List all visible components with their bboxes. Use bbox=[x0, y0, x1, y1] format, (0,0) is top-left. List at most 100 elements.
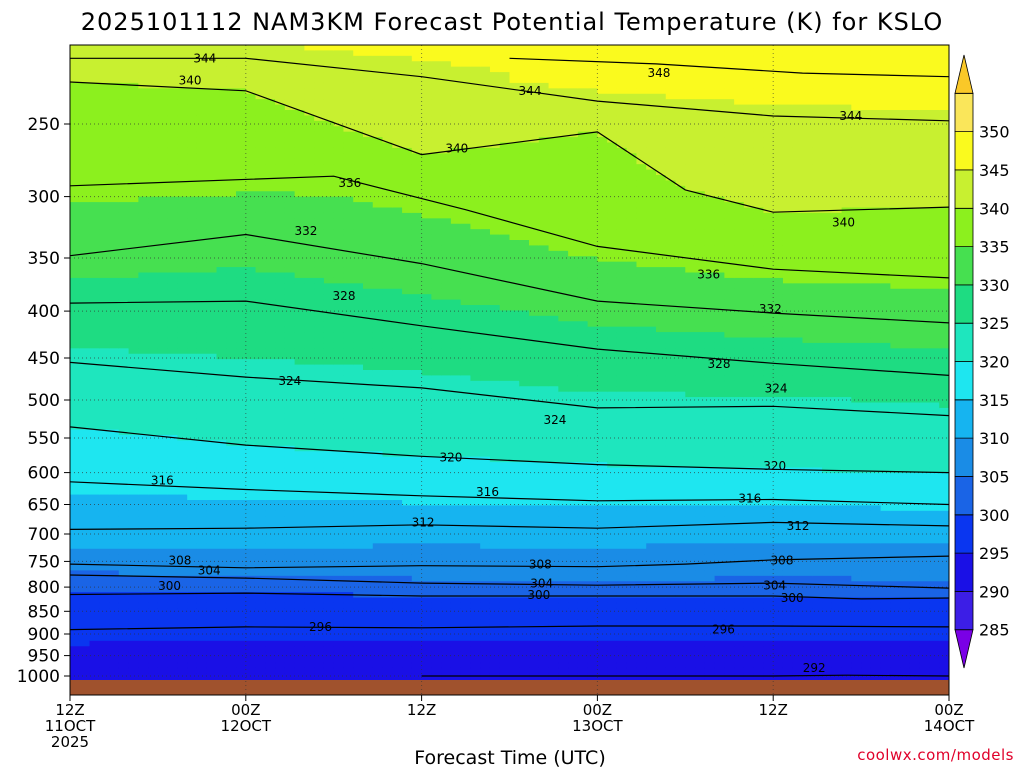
y-tick-label-950: 950 bbox=[28, 647, 60, 667]
colorbar-label-335: 335 bbox=[979, 238, 1010, 257]
isentrope-labels: 344 340 348 344 344 340 336 340 332 336 328 332 328 3… bbox=[151, 51, 862, 675]
colorbar-label-315: 315 bbox=[979, 391, 1010, 410]
colorbar-box-2 bbox=[954, 552, 974, 592]
isentrope-label-308: 308 bbox=[529, 558, 552, 572]
isentrope-label-304: 304 bbox=[530, 577, 553, 591]
isentrope-label-300: 300 bbox=[781, 591, 804, 605]
colorbar-label-345: 345 bbox=[979, 161, 1010, 180]
plot-frame bbox=[69, 44, 950, 696]
isentrope-label-292: 292 bbox=[803, 661, 826, 675]
y-tick-label-650: 650 bbox=[28, 496, 60, 516]
y-tick-label-500: 500 bbox=[28, 391, 60, 411]
y-tick-label-250: 250 bbox=[28, 115, 60, 135]
isentrope-320 bbox=[70, 426, 949, 474]
isentrope-348 bbox=[509, 57, 949, 78]
x-tick-label-3-1: 13OCT bbox=[572, 717, 623, 735]
isentrope-316 bbox=[70, 481, 949, 506]
isentrope-label-328: 328 bbox=[708, 357, 731, 371]
isentrope-292 bbox=[421, 674, 949, 677]
isentrope-328 bbox=[70, 300, 949, 376]
y-tick-label-800: 800 bbox=[28, 578, 60, 598]
colorbar-label-285: 285 bbox=[979, 621, 1010, 640]
y-tick-label-900: 900 bbox=[28, 625, 60, 645]
isentrope-label-324: 324 bbox=[543, 413, 566, 427]
isentrope-label-340: 340 bbox=[832, 215, 855, 229]
isentrope-label-308: 308 bbox=[168, 553, 191, 567]
isentrope-label-336: 336 bbox=[697, 268, 720, 282]
x-tick-label-4-0: 12Z bbox=[759, 701, 788, 719]
isentrope-label-324: 324 bbox=[765, 382, 788, 396]
colorbar-box-12 bbox=[954, 169, 974, 209]
isentrope-label-316: 316 bbox=[738, 491, 761, 505]
colorbar-label-320: 320 bbox=[979, 353, 1010, 372]
colorbar-box-11 bbox=[954, 207, 974, 247]
colorbar: 285 290 295 300 305 310 315 320 325 330 335 340 345 3… bbox=[954, 54, 1010, 669]
y-tick-label-550: 550 bbox=[28, 429, 60, 449]
colorbar-box-4 bbox=[954, 476, 974, 516]
colorbar-label-325: 325 bbox=[979, 314, 1010, 333]
y-tick-label-1000: 1000 bbox=[17, 667, 60, 687]
x-tick-label-1-1: 12OCT bbox=[221, 717, 272, 735]
isentrope-label-336: 336 bbox=[338, 176, 361, 190]
colorbar-label-295: 295 bbox=[979, 544, 1010, 563]
isentrope-label-304: 304 bbox=[763, 579, 786, 593]
y-tick-label-450: 450 bbox=[28, 349, 60, 369]
colorbar-label-350: 350 bbox=[979, 123, 1010, 142]
isentrope-332 bbox=[70, 233, 949, 324]
colorbar-label-340: 340 bbox=[979, 199, 1010, 218]
isentrope-label-320: 320 bbox=[763, 459, 786, 473]
isentrope-label-344: 344 bbox=[519, 84, 542, 98]
colorbar-label-310: 310 bbox=[979, 429, 1010, 448]
colorbar-box-3 bbox=[954, 514, 974, 554]
isentrope-344 bbox=[70, 57, 949, 122]
pressure-axis: 250 300 350 400 450 500 550 600 650 700 750 800 850 9… bbox=[17, 115, 70, 687]
isentrope-312 bbox=[70, 521, 949, 530]
colorbar-label-290: 290 bbox=[979, 582, 1010, 601]
isentrope-label-344: 344 bbox=[193, 51, 216, 65]
isentrope-label-340: 340 bbox=[445, 142, 468, 156]
isentrope-label-312: 312 bbox=[787, 519, 810, 533]
isentrope-308 bbox=[70, 555, 949, 569]
chart-title: 2025101112 NAM3KM Forecast Potential Tem… bbox=[81, 8, 943, 36]
colorbar-box-5 bbox=[954, 437, 974, 477]
isentrope-lines bbox=[70, 57, 949, 677]
x-tick-label-0-0: 12Z bbox=[55, 701, 84, 719]
isentrope-296 bbox=[70, 625, 949, 631]
isentrope-label-316: 316 bbox=[151, 474, 174, 488]
y-tick-label-350: 350 bbox=[28, 249, 60, 269]
ground-surface bbox=[70, 680, 949, 695]
x-tick-label-5-0: 00Z bbox=[934, 701, 963, 719]
y-tick-label-750: 750 bbox=[28, 552, 60, 572]
isentrope-324 bbox=[70, 361, 949, 417]
isentrope-label-328: 328 bbox=[333, 289, 356, 303]
colorbar-box-14 bbox=[954, 92, 974, 132]
x-tick-label-2-0: 12Z bbox=[407, 701, 436, 719]
colorbar-label-330: 330 bbox=[979, 276, 1010, 295]
isentrope-label-312: 312 bbox=[412, 515, 435, 529]
potential-temperature-field bbox=[70, 45, 949, 695]
isentrope-label-296: 296 bbox=[712, 623, 735, 637]
colorbar-box-1 bbox=[954, 591, 974, 631]
isentrope-label-340: 340 bbox=[179, 73, 202, 87]
colorbar-box-8 bbox=[954, 322, 974, 362]
colorbar-box-10 bbox=[954, 246, 974, 286]
colorbar-label-305: 305 bbox=[979, 467, 1010, 486]
isentrope-300 bbox=[70, 592, 949, 600]
x-tick-label-3-0: 00Z bbox=[583, 701, 612, 719]
x-axis-title: Forecast Time (UTC) bbox=[414, 747, 605, 768]
colorbar-box-0 bbox=[954, 629, 974, 669]
x-tick-label-0-1: 11OCT bbox=[45, 717, 96, 735]
colorbar-box-15 bbox=[954, 54, 974, 94]
colorbar-label-300: 300 bbox=[979, 506, 1010, 525]
isentrope-304 bbox=[70, 574, 949, 589]
isentrope-336 bbox=[70, 175, 949, 279]
colorbar-box-7 bbox=[954, 361, 974, 401]
isentrope-label-332: 332 bbox=[294, 224, 317, 238]
isentrope-label-344: 344 bbox=[839, 109, 862, 123]
colorbar-box-6 bbox=[954, 399, 974, 439]
y-tick-label-300: 300 bbox=[28, 188, 60, 208]
x-tick-label-1-0: 00Z bbox=[231, 701, 260, 719]
isentrope-label-300: 300 bbox=[527, 588, 550, 602]
